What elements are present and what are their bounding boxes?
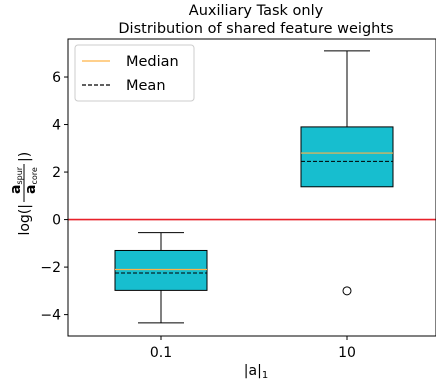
chart-title-line1: Auxiliary Task only [189,3,324,19]
x-axis-label-main: |a| [244,363,262,379]
box-0-body [114,249,208,291]
y-axis-label: log(| aspur acore |) [8,152,39,236]
x-axis: 0.1 10 [150,336,356,361]
legend-median-label: Median [126,54,179,70]
svg-text:|a|1: |a|1 [244,363,268,381]
x-axis-label: |a|1 [244,363,268,381]
legend: Median Mean [74,44,195,102]
plot-frame [67,38,436,337]
chart-title-line2: Distribution of shared feature weights [118,21,393,37]
box-1-outlier-0 [342,286,352,296]
legend-frame [74,44,195,102]
y-axis-label-numerator: aspur [8,166,24,194]
box-0 [114,232,208,324]
y-tick-label-3: 2 [52,165,61,181]
y-tick-label-0: −4 [40,308,61,324]
plot-area [68,50,436,324]
x-tick-label-0: 0.1 [150,345,172,361]
y-axis-label-denominator: acore [23,167,39,194]
box-1 [300,50,394,296]
x-axis-label-sub: 1 [262,370,268,381]
y-axis-label-suffix: |) [17,152,33,162]
y-tick-label-4: 4 [52,118,61,134]
legend-mean-label: Mean [126,78,166,94]
y-axis: −4 −2 0 2 4 6 [40,70,68,324]
y-tick-label-2: 0 [52,213,61,229]
box-1-body [300,126,394,188]
y-tick-label-1: −2 [40,260,61,276]
y-tick-label-5: 6 [52,70,61,86]
x-tick-label-1: 10 [338,345,356,361]
y-axis-label-prefix: log(| [17,204,33,236]
